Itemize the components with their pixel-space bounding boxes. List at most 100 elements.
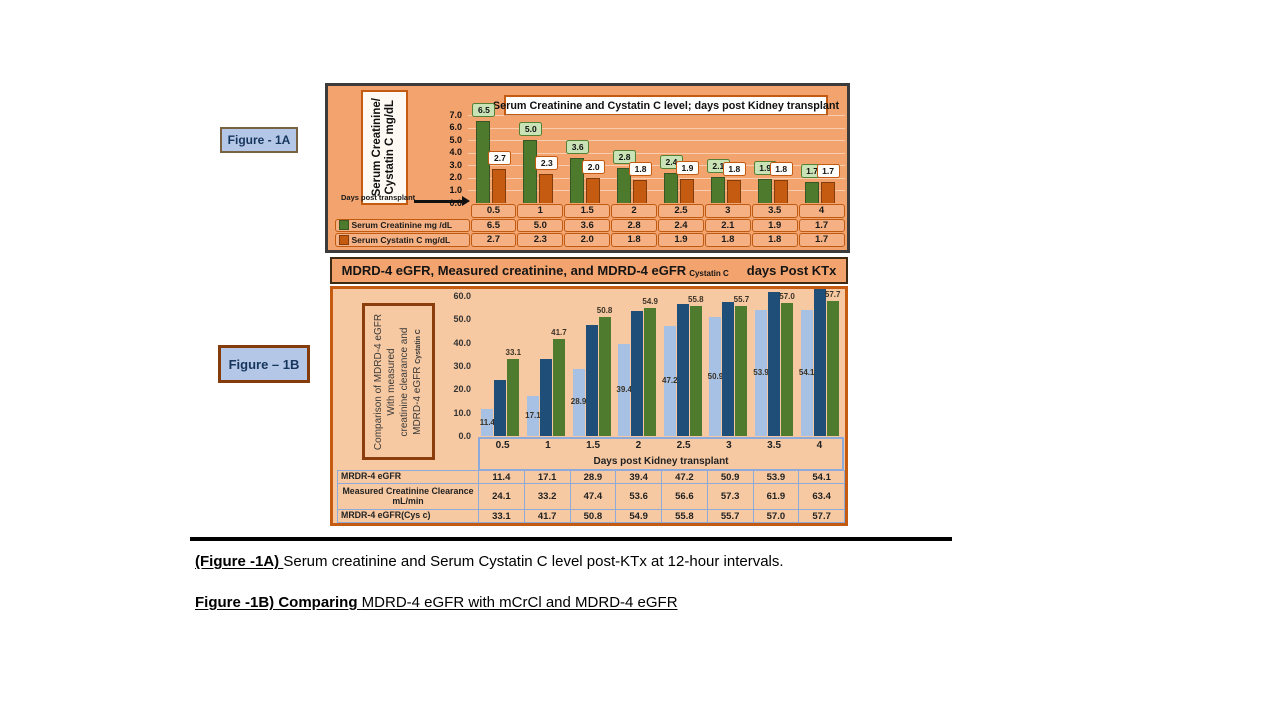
cystatin-value-label: 1.8	[722, 162, 746, 177]
table-cell: 53.6	[616, 484, 662, 510]
y-tick-label: 60.0	[453, 291, 471, 301]
creatinine-bar	[617, 167, 632, 203]
bar-value-label: 28.9	[570, 397, 587, 407]
fig1b-x-axis-box: 0.5 1 1.5 2 2.5 3 3.5 4 Days post Kidney transp…	[478, 437, 844, 471]
fig1a-x-axis-note: Days post transplant	[341, 193, 416, 202]
egfr-bar	[826, 301, 839, 436]
table-cell: 1.8	[704, 233, 751, 247]
category-label: 1.5	[586, 440, 601, 451]
cystatin-value-label: 2.0	[582, 159, 606, 174]
legend-swatch-icon	[338, 220, 349, 231]
legend-label: Serum Cystatin C mg/dL	[351, 234, 451, 245]
egfr-bar	[755, 310, 768, 436]
bar-value-label: 50.9	[707, 371, 724, 381]
bar-value-label: 50.8	[596, 306, 613, 316]
bar-value-label: 54.1	[798, 367, 815, 377]
table-cell: 1.8	[611, 233, 657, 247]
table-cell: 1.9	[658, 233, 704, 247]
bar-value-label: 57.7	[824, 290, 841, 300]
fig1a-data-table: 0.5 1 1.5 2 2.5 3 3.5 4 Serum Creatinine mg /dL 6…	[334, 203, 845, 247]
figure-1b-chart: Comparison of MDRD-4 eGFR With measured …	[330, 286, 848, 526]
table-cell: 17.1	[524, 471, 571, 484]
category-label: 3	[726, 440, 732, 451]
y-tick-label: 30.0	[453, 361, 471, 371]
caption-1b-text: MDRD-4 eGFR with mCrCl and MDRD-4 eGFR	[361, 594, 678, 611]
creatinine-bar	[663, 172, 678, 203]
egfr-bar	[800, 309, 813, 436]
bar-value-label: 17.1	[525, 411, 541, 421]
legend-label: Serum Creatinine mg /dL	[351, 220, 453, 231]
table-cell: 33.2	[524, 484, 571, 510]
y-tick-label: 4.0	[449, 147, 462, 158]
y-tick-label: 6.0	[449, 122, 462, 133]
fig1a-gridlines	[468, 86, 845, 203]
gridline	[468, 152, 845, 154]
table-cell: 2.8	[611, 218, 657, 232]
bar-value-label: 55.7	[733, 295, 750, 305]
bar-value-label: 47.2	[662, 375, 678, 385]
table-cell: 1.9	[751, 218, 798, 232]
category-label: 4	[816, 440, 823, 451]
fig1a-plot-area: 6.5 2.7 5.0 2.3 3.6 2.0 2.8 1.8 2.4 1.9 2.1 1.8 1.9 1…	[470, 86, 845, 203]
table-cell: 50.9	[707, 471, 754, 484]
bar-value-label: 55.8	[688, 294, 704, 304]
cystatin-bar	[726, 180, 741, 203]
table-cell: 24.1	[479, 484, 525, 510]
fig1a-arrow-icon	[414, 196, 470, 206]
table-header-cell: 0.5	[470, 203, 517, 218]
table-cell: 41.7	[524, 510, 571, 523]
band-title-subscript: Cystatin C	[689, 269, 729, 278]
bar-value-label: 54.9	[642, 296, 658, 306]
category-label: 2.5	[676, 440, 691, 451]
figure-1b-tag-label: Figure – 1B	[228, 356, 300, 372]
fig1b-data-table: MRDR-4 eGFR 11.4 17.1 28.9 39.4 47.2 50.9 53.9 5…	[337, 470, 845, 523]
egfr-bar	[663, 325, 676, 436]
y-tick-label: 40.0	[453, 337, 471, 348]
creatinine-value-label: 2.8	[613, 149, 637, 164]
table-header-cell: 1	[517, 203, 564, 218]
cystatin-bar	[773, 180, 788, 203]
legend-cell: Serum Cystatin C mg/dL	[334, 233, 470, 247]
table-cell: 55.7	[707, 510, 754, 523]
cystatin-bar	[820, 181, 835, 203]
table-header-cell: 3	[704, 203, 751, 218]
fig1b-x-axis-title: Days post Kidney transplant	[593, 456, 729, 467]
bar-value-label: 41.7	[551, 327, 567, 337]
table-header-cell: 2	[611, 203, 657, 218]
fig1a-chart-title: Serum Creatinine and Cystatin C level; d…	[493, 95, 839, 116]
egfr-bar	[618, 344, 631, 436]
cystatin-bar	[492, 169, 507, 203]
y-tick-label: 1.0	[449, 184, 462, 195]
fig1a-yticks: 7.0 6.0 5.0 4.0 3.0 2.0 1.0 0.0	[328, 86, 464, 211]
egfr-bar	[585, 325, 598, 436]
cystatin-bar	[586, 177, 601, 203]
table-cell: 56.6	[662, 484, 708, 510]
table-header-cell: 4	[798, 203, 845, 218]
y-tick-label: 2.0	[449, 172, 462, 183]
egfr-bar	[598, 317, 611, 436]
table-cell: 5.0	[517, 218, 564, 232]
creatinine-bar	[710, 176, 725, 203]
bar-value-label: 53.9	[753, 368, 769, 378]
table-cell: 39.4	[616, 471, 662, 484]
table-cell: 54.1	[799, 471, 845, 484]
bar-value-label: 39.4	[616, 385, 632, 395]
cystatin-bar	[679, 179, 694, 203]
table-cell: 1.8	[751, 233, 798, 247]
category-label: 1	[545, 440, 551, 451]
table-row-header: Measured Creatinine Clearance mL/min	[338, 484, 479, 510]
creatinine-value-label: 6.5	[472, 103, 496, 118]
table-row-header: MRDR-4 eGFR(Cys c)	[338, 510, 479, 523]
egfr-bar	[507, 358, 520, 436]
table-cell: 57.3	[707, 484, 754, 510]
table-cell: 2.3	[517, 233, 564, 247]
egfr-bar	[481, 409, 494, 436]
egfr-bar	[709, 317, 722, 436]
gridline	[468, 165, 845, 167]
gridline	[468, 190, 845, 192]
creatinine-value-label: 5.0	[519, 122, 543, 137]
egfr-bar	[552, 338, 565, 436]
table-cell: 57.0	[753, 510, 800, 523]
figure-1a-tag-label: Figure - 1A	[227, 133, 291, 147]
y-tick-label: 3.0	[449, 159, 462, 170]
